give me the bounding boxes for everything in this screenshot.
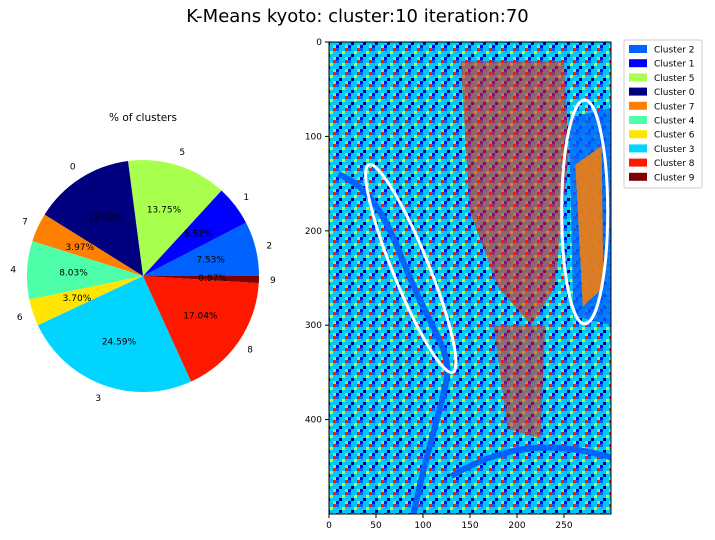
- pie-pct-9: 0.97%: [198, 274, 227, 284]
- x-tick-label: 100: [414, 521, 431, 531]
- x-tick-label: 50: [370, 521, 382, 531]
- legend-swatch-9: [629, 172, 647, 181]
- pie-pct-8: 17.04%: [183, 311, 218, 321]
- pie-slice-6: [29, 276, 144, 326]
- pie-pct-7: 3.97%: [65, 243, 94, 253]
- pie-label-8: 8: [247, 346, 253, 356]
- legend-swatch-1: [629, 59, 647, 68]
- pie-pct-5: 13.75%: [147, 206, 182, 216]
- legend-label-2: Cluster 2: [654, 46, 695, 56]
- legend-label-4: Cluster 4: [654, 117, 695, 127]
- legend-label-1: Cluster 1: [654, 60, 695, 70]
- y-tick-label: 200: [305, 227, 322, 237]
- pie-slice-8: [143, 276, 259, 382]
- legend-swatch-8: [629, 158, 647, 167]
- legend-label-0: Cluster 0: [654, 88, 695, 98]
- pie-label-5: 5: [179, 148, 185, 158]
- pie-label-4: 4: [10, 265, 16, 275]
- legend-swatch-4: [629, 116, 647, 124]
- pie-slice-7: [32, 214, 143, 276]
- legend-swatch-3: [629, 144, 647, 153]
- pie-label-6: 6: [17, 313, 23, 323]
- pie-pct-2: 7.53%: [196, 256, 225, 266]
- pie-pct-4: 8.03%: [59, 268, 88, 278]
- legend-swatch-5: [629, 73, 647, 82]
- pie-label-0: 0: [70, 163, 76, 173]
- pie-label-3: 3: [95, 394, 101, 404]
- y-tick-label: 300: [305, 321, 322, 331]
- pie-slice-3: [37, 276, 192, 393]
- y-tick-label: 100: [305, 132, 322, 142]
- x-tick-label: 200: [508, 521, 525, 531]
- x-tick-label: 250: [555, 521, 572, 531]
- legend-swatch-6: [629, 130, 647, 139]
- urban-region: [460, 60, 569, 326]
- map-legend: Cluster 2 Cluster 1 Cluster 5 Cluster 0 Clus…: [623, 39, 703, 189]
- y-tick-label: 400: [305, 416, 322, 426]
- pie-pct-3: 24.59%: [102, 337, 137, 347]
- river-south: [449, 444, 611, 479]
- legend-label-5: Cluster 5: [654, 74, 695, 84]
- pie-slice-2: [143, 222, 259, 276]
- highlight-ellipse-west: [364, 162, 458, 375]
- y-tick-label: 0: [316, 38, 322, 48]
- pie-slice-9: [143, 276, 259, 284]
- legend-swatch-2: [629, 45, 647, 53]
- legend-label-7: Cluster 7: [654, 102, 695, 112]
- urban-region-south: [493, 325, 546, 439]
- cluster-map: 0 50 100 150 200 250 0 100 200 300 400: [305, 38, 612, 531]
- pie-label-7: 7: [22, 218, 28, 228]
- pie-label-9: 9: [270, 276, 276, 286]
- river-west: [337, 171, 451, 514]
- pie-pct-1: 5.52%: [184, 230, 213, 240]
- pie-slice-0: [44, 160, 144, 276]
- pie-title: % of clusters: [109, 112, 177, 124]
- pie-label-1: 1: [243, 193, 249, 203]
- pie-label-2: 2: [266, 241, 272, 251]
- pie-pct-6: 3.70%: [63, 294, 92, 304]
- x-tick-label: 150: [461, 521, 478, 531]
- x-tick-label: 0: [326, 521, 332, 531]
- pie-slice-5: [127, 160, 222, 276]
- pie-pct-0: 13.92%: [88, 213, 123, 223]
- pie-slice-4: [27, 241, 143, 300]
- legend-label-8: Cluster 8: [654, 159, 695, 169]
- legend-label-6: Cluster 6: [654, 131, 695, 141]
- figure-title: K-Means kyoto: cluster:10 iteration:70: [186, 6, 529, 27]
- pie-chart: % of clusters 2 7.53% 1 5.52% 5 13.75% 0 13.92% 7…: [10, 112, 276, 404]
- legend-swatch-7: [629, 101, 647, 110]
- hill-orange-region: [575, 145, 604, 307]
- pie-slice-1: [143, 190, 247, 276]
- legend-label-3: Cluster 3: [654, 145, 695, 155]
- highlight-ellipse-east: [560, 98, 610, 326]
- legend-label-9: Cluster 9: [654, 173, 695, 183]
- legend-swatch-0: [629, 87, 647, 96]
